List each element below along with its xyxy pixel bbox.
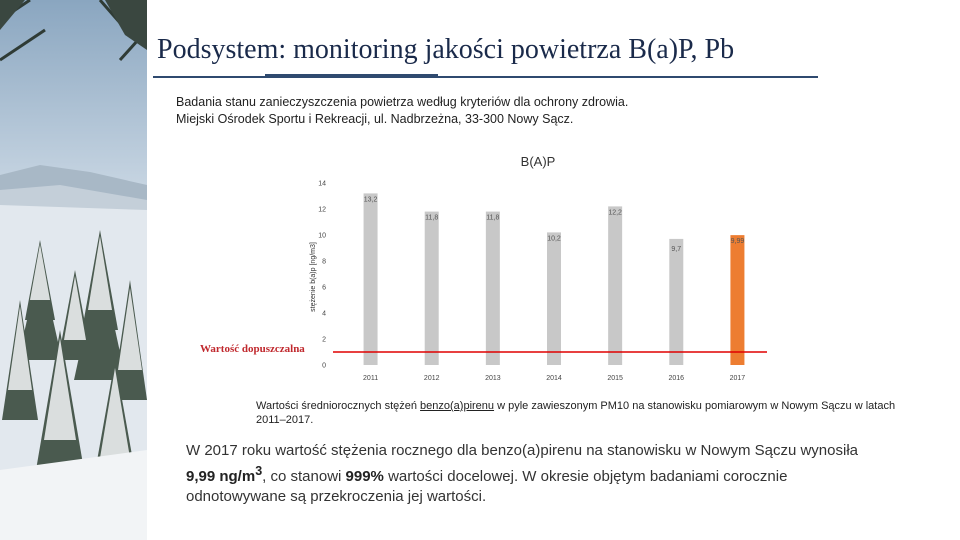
bar-2015 — [608, 206, 623, 365]
summary-value-unit: 9,99 ng/m — [186, 468, 256, 485]
x-tick-label: 2011 — [363, 375, 378, 382]
limit-value-label: Wartość dopuszczalna — [200, 343, 305, 355]
data-label-2016: 9,7 — [671, 246, 681, 253]
summary-percent: 999% — [345, 468, 384, 485]
caption-link-bap[interactable]: benzo(a)pirenu — [420, 400, 495, 412]
winter-forest-photo — [0, 0, 147, 540]
y-tick-label: 14 — [318, 181, 326, 188]
subtitle-line-2: Miejski Ośrodek Sportu i Rekreacji, ul. … — [176, 112, 574, 126]
bar-2016 — [669, 238, 684, 365]
x-tick-label: 2014 — [546, 375, 562, 382]
y-tick-label: 6 — [322, 285, 326, 292]
data-label-2017: 9,99 — [731, 238, 745, 245]
y-tick-label: 0 — [322, 363, 326, 370]
summary-value: 9,99 ng/m3 — [186, 464, 262, 485]
summary-text: W 2017 roku wartość stężenia rocznego dl… — [186, 441, 866, 507]
summary-part-2: , co stanowi — [262, 468, 346, 485]
x-tick-label: 2016 — [668, 375, 684, 382]
data-label-2013: 11,8 — [486, 215, 499, 222]
x-tick-label: 2015 — [607, 375, 623, 382]
bar-2017 — [730, 235, 745, 365]
y-tick-label: 2 — [322, 337, 326, 344]
chart-caption: Wartości średniorocznych stężeń benzo(a)… — [256, 399, 896, 427]
bar-2012 — [424, 211, 439, 365]
caption-text-end: w pyle zawieszonym PM10 na stanowisku po… — [256, 400, 896, 426]
y-tick-label: 4 — [322, 311, 326, 318]
x-tick-label: 2012 — [424, 375, 440, 382]
title-underline-accent — [265, 74, 438, 78]
bar-2011 — [363, 193, 378, 365]
x-tick-label: 2013 — [485, 375, 501, 382]
slide-title: Podsystem: monitoring jakości powietrza … — [157, 34, 735, 65]
summary-part-1: W 2017 roku wartość stężenia rocznego dl… — [186, 442, 858, 459]
y-tick-label: 8 — [322, 259, 326, 266]
bap-bar-chart: B(A)P stężenie b(a)p [ng/m3] 0 2 4 6 8 10 12 14… — [310, 154, 767, 382]
x-tick-label: 2017 — [730, 375, 746, 382]
y-tick-label: 10 — [318, 233, 326, 240]
y-tick-label: 12 — [318, 207, 326, 214]
chart-title: B(A)P — [521, 154, 556, 169]
summary-value-exponent: 3 — [255, 464, 263, 478]
data-label-2012: 11,8 — [425, 215, 438, 222]
bar-2013 — [485, 211, 500, 365]
subtitle-line-1: Badania stanu zanieczyszczenia powietrza… — [176, 95, 629, 109]
bar-2014 — [547, 232, 561, 365]
data-label-2011: 13,2 — [364, 196, 378, 203]
summary-part-3: wartości docelowej. W okresie objętym ba… — [186, 468, 788, 505]
title-underline — [153, 76, 818, 78]
caption-text-start: Wartości średniorocznych stężeń — [256, 400, 421, 412]
data-label-2015: 12,2 — [608, 209, 622, 216]
data-label-2014: 10,2 — [547, 235, 561, 242]
chart-y-axis-label: stężenie b(a)p [ng/m3] — [310, 242, 317, 312]
